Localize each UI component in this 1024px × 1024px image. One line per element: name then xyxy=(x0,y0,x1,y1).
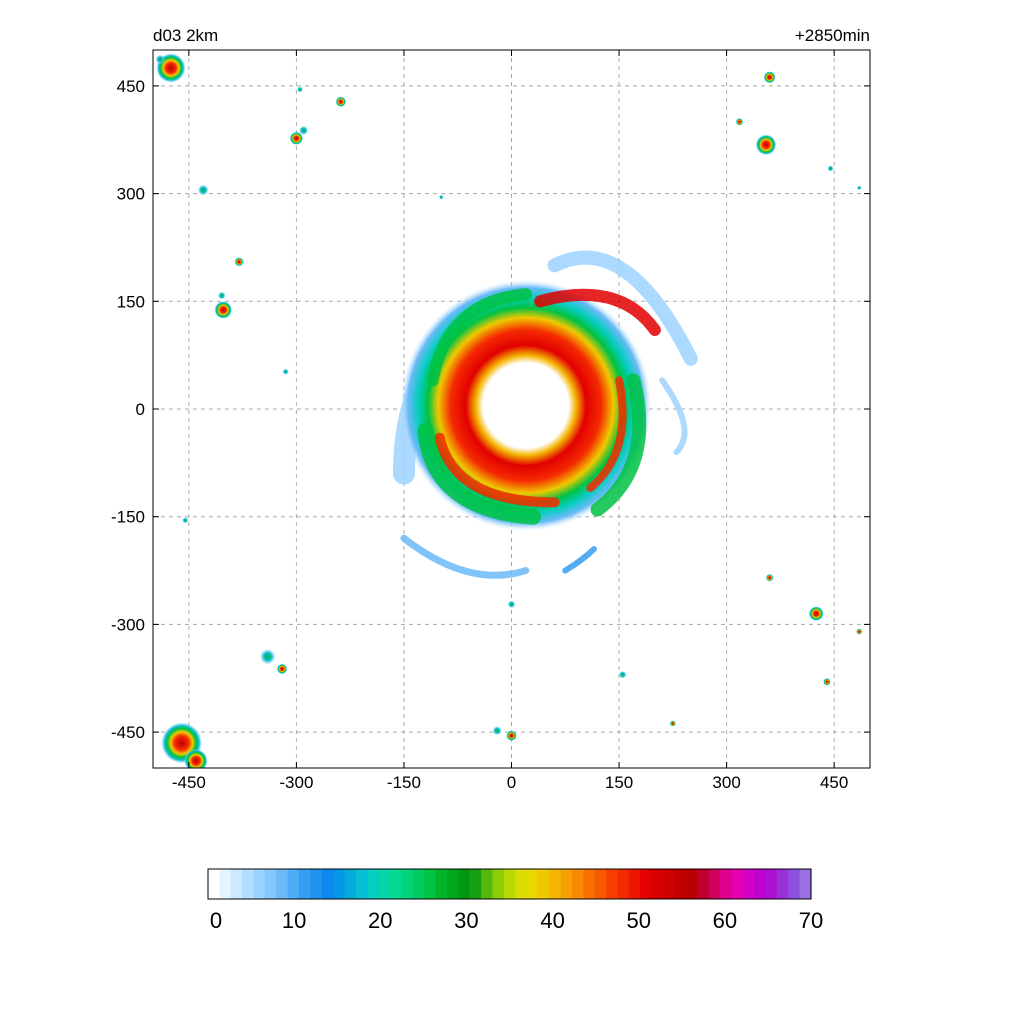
y-tick-label: -300 xyxy=(111,615,145,634)
storm-cell xyxy=(809,606,824,621)
x-tick-label: 0 xyxy=(507,773,516,792)
spiral-band-green-nw xyxy=(426,288,532,387)
storm-cell xyxy=(856,628,863,635)
storm-cell xyxy=(277,663,288,674)
storm-cell xyxy=(507,600,516,608)
eye xyxy=(516,370,564,426)
spiral-band-red-sw xyxy=(434,432,560,508)
storm-cell xyxy=(439,195,444,200)
spiral-band-red-east xyxy=(586,376,627,492)
storm-cell xyxy=(218,291,226,300)
x-tick-label: -450 xyxy=(172,773,206,792)
outer-rainband-south-east xyxy=(562,546,597,574)
storm-cell xyxy=(766,574,774,582)
storm-cell xyxy=(155,55,165,64)
spiral-band-green-sw xyxy=(417,422,542,525)
y-tick-label: 150 xyxy=(117,292,145,311)
y-tick-label: -450 xyxy=(111,723,145,742)
y-tick-label: 450 xyxy=(117,77,145,96)
storm-cell xyxy=(763,71,776,84)
storm-cell xyxy=(735,118,744,126)
x-tick-label: -150 xyxy=(387,773,421,792)
x-tick-label: 300 xyxy=(712,773,740,792)
storm-cell xyxy=(182,517,189,524)
storm-cell xyxy=(214,301,232,319)
outer-band-east xyxy=(659,377,688,456)
outer-rainband-south xyxy=(400,534,530,579)
storm-cell xyxy=(492,726,502,735)
time-label: +2850min xyxy=(794,26,870,45)
storm-cell xyxy=(184,749,208,768)
domain-label: d03 2km xyxy=(153,26,219,45)
x-tick-label: 150 xyxy=(605,773,633,792)
storm-cell xyxy=(506,730,517,741)
y-tick-label: 300 xyxy=(117,185,145,204)
storm-cell xyxy=(299,126,308,135)
storm-cell xyxy=(289,131,303,145)
storm-cell xyxy=(827,165,834,172)
storm-cell xyxy=(619,671,627,679)
storm-cell xyxy=(823,678,831,686)
y-tick-label: 0 xyxy=(136,400,145,419)
storm-cell xyxy=(234,257,244,267)
storm-cell xyxy=(335,96,346,107)
reflectivity-field xyxy=(155,53,863,768)
outer-band-north-east xyxy=(547,250,698,366)
storm-cell xyxy=(297,86,303,93)
storm-cell xyxy=(198,184,209,196)
y-axis: -450 -300 -150 0 150 300 450 xyxy=(111,77,870,742)
storm-cell xyxy=(857,185,862,191)
x-axis: -450 -300 -150 0 150 300 450 xyxy=(172,50,848,792)
x-tick-label: 450 xyxy=(820,773,848,792)
y-tick-label: -150 xyxy=(111,508,145,527)
storm-cell xyxy=(282,368,289,375)
storm-cell xyxy=(755,134,777,155)
spiral-band-green-east xyxy=(590,373,647,517)
x-tick-label: -300 xyxy=(279,773,313,792)
storm-cell xyxy=(260,649,275,664)
storm-cell xyxy=(669,720,676,727)
spiral-band-red-north xyxy=(534,288,661,337)
